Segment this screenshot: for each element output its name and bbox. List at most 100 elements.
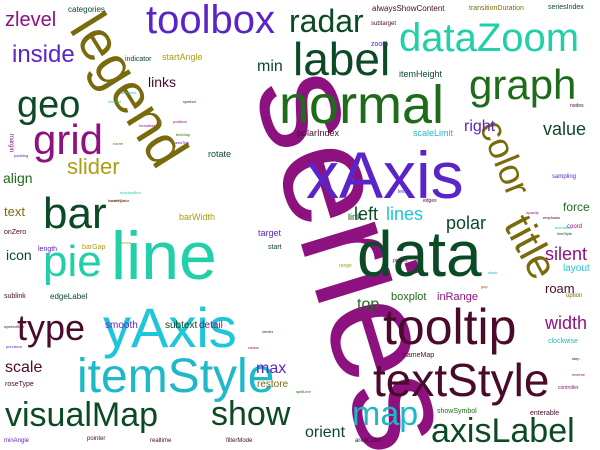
word-inverse: inverse — [572, 372, 585, 377]
word-grid: grid — [33, 116, 104, 163]
word-data: data — [357, 218, 482, 290]
word-inrange: inRange — [437, 291, 478, 303]
word-clockwise: clockwise — [548, 338, 578, 345]
word-orient: orient — [305, 424, 346, 441]
word-polar: polar — [446, 213, 487, 233]
word-minangle: minAngle — [4, 438, 30, 444]
word-xaxis: xAxis — [306, 138, 464, 212]
word-controller: controller — [558, 385, 579, 391]
word-value: value — [543, 119, 587, 139]
word-radar: radar — [289, 3, 364, 39]
word-restore: restore — [257, 379, 289, 390]
word-min: min — [257, 58, 283, 75]
word-symbolsize: symbolSize — [4, 324, 25, 329]
word-scale: scale — [5, 359, 43, 376]
word-polarindex: polarIndex — [297, 128, 340, 138]
word-inside: inside — [12, 41, 75, 68]
word-force: force — [563, 200, 590, 214]
word-right: right — [464, 118, 496, 135]
word-text: text — [4, 204, 25, 219]
word-selected: selected — [121, 90, 136, 95]
word-edgelabel: edgeLabel — [50, 292, 88, 301]
word-boxplot: boxplot — [391, 291, 427, 303]
word-left: left — [354, 204, 379, 224]
word-subtarget: subtarget — [371, 21, 397, 27]
word-length: length — [38, 246, 58, 253]
word-show: show — [211, 395, 291, 433]
word-type: type — [17, 307, 86, 348]
word-visualmap: visualMap — [5, 396, 159, 434]
word-margin: margin — [8, 133, 15, 153]
word-line: line — [111, 218, 217, 294]
word-silent: silent — [545, 244, 588, 264]
word-bargap: barGap — [82, 244, 106, 251]
word-areacolor: areaColor — [355, 438, 382, 444]
word-splitline: splitLine — [296, 389, 311, 394]
word-onzero: onZero — [4, 229, 27, 236]
word-icon: icon — [6, 247, 32, 263]
word-range: range — [339, 263, 352, 269]
word-itemstyle: itemStyle — [77, 350, 275, 403]
word-opacity: opacity — [526, 210, 539, 215]
word-radius: radius — [248, 345, 259, 350]
word-gap: gap — [481, 284, 488, 289]
word-rosetype: roseType — [5, 381, 34, 388]
word-pointer: pointer — [87, 436, 106, 442]
word-seriesindex: seriesIndex — [548, 4, 584, 11]
word-alwaysshowcontent: alwaysShowContent — [372, 4, 445, 13]
word-namemap: nameMap — [403, 352, 435, 359]
word-map: map — [352, 395, 419, 433]
word-zlevel: zlevel — [5, 9, 57, 31]
word-bar: bar — [43, 189, 107, 238]
word-symbol: symbol — [183, 99, 196, 104]
word-normal: normal — [279, 75, 445, 135]
word-step: step — [572, 356, 580, 361]
word-levels: levels — [398, 189, 411, 195]
word-animation: animation — [555, 225, 573, 230]
word-itemheight: itemHeight — [399, 69, 443, 79]
word-bordercolor: borderColor — [108, 198, 130, 203]
word-tooltip: tooltip — [383, 299, 517, 355]
word-stack: stack — [488, 270, 498, 275]
word-sampling: sampling — [552, 174, 577, 180]
word-linestyle: lineStyle — [557, 231, 573, 236]
word-categories: categories — [68, 5, 105, 14]
word-datazoom: dataZoom — [399, 16, 580, 60]
word-formatter: formatter — [139, 123, 156, 128]
word-geo: geo — [17, 84, 81, 126]
word-nodes: nodes — [570, 103, 584, 109]
word-padding: padding — [14, 153, 29, 158]
word-graph: graph — [469, 61, 577, 108]
word-top: top — [357, 296, 380, 313]
word-barwidth: barWidth — [179, 212, 216, 222]
word-rotate: rotate — [208, 149, 232, 159]
word-toolbox: toolbox — [146, 0, 275, 42]
word-detail: detail — [199, 320, 223, 331]
word-interval: interval — [108, 99, 121, 104]
word-enterable: enterable — [530, 410, 560, 417]
word-pie: pie — [43, 237, 102, 286]
word-source: source — [119, 240, 132, 245]
word-edges: edges — [423, 198, 437, 204]
word-center: center — [262, 329, 274, 334]
word-axistick: axisTick — [175, 140, 190, 145]
word-axistype: axisType — [110, 198, 126, 203]
word-zoom: zoom — [371, 41, 389, 48]
word-width: width — [545, 313, 588, 333]
word-yaxis: yAxis — [103, 296, 237, 359]
word-slider: slider — [67, 154, 120, 179]
word-smooth: smooth — [105, 320, 138, 331]
word-realtime: realtime — [150, 438, 172, 444]
word-shadowblur: shadowBlur — [120, 190, 141, 195]
word-sublink: sublink — [4, 293, 26, 300]
word-axislabel: axisLabel — [431, 412, 575, 450]
word-roam: roam — [545, 281, 575, 296]
word-option: option — [566, 293, 583, 299]
word-label: label — [293, 33, 391, 85]
word-lines: lines — [386, 204, 424, 224]
word-filtermode: filterMode — [226, 438, 253, 444]
word-showsymbol: showSymbol — [437, 408, 477, 415]
word-subtext: subtext — [165, 320, 198, 331]
word-startangle: startAngle — [162, 52, 203, 62]
